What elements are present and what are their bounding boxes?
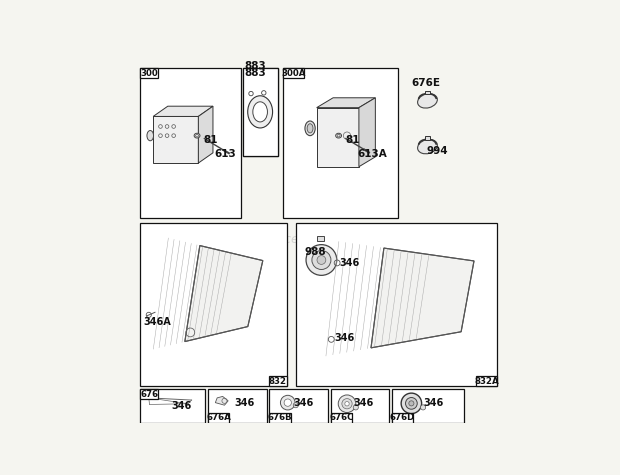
Circle shape: [401, 393, 422, 414]
Bar: [270, 412, 291, 423]
Polygon shape: [198, 106, 213, 163]
Circle shape: [249, 91, 253, 96]
Bar: [270, 389, 328, 423]
Ellipse shape: [305, 121, 315, 136]
Polygon shape: [317, 108, 359, 167]
Bar: [331, 412, 352, 423]
Circle shape: [405, 398, 417, 409]
Text: 613A: 613A: [357, 149, 387, 159]
Bar: [296, 223, 497, 386]
Text: 300A: 300A: [281, 68, 306, 77]
Text: 346A: 346A: [143, 317, 170, 327]
Ellipse shape: [335, 133, 342, 138]
Text: 300: 300: [141, 68, 158, 77]
Bar: [392, 412, 413, 423]
Circle shape: [284, 399, 291, 406]
Polygon shape: [371, 248, 474, 348]
Text: eReplacementParts.com: eReplacementParts.com: [241, 233, 394, 247]
Text: 346: 346: [293, 398, 313, 408]
Ellipse shape: [194, 133, 200, 138]
Circle shape: [420, 405, 426, 410]
Bar: [140, 389, 158, 399]
Text: 676A: 676A: [206, 413, 231, 422]
Bar: [283, 68, 398, 218]
Text: 883: 883: [244, 68, 266, 78]
Bar: [392, 389, 464, 423]
Ellipse shape: [248, 96, 273, 128]
Circle shape: [312, 250, 331, 269]
Polygon shape: [153, 106, 213, 116]
Polygon shape: [317, 236, 324, 241]
Circle shape: [409, 401, 414, 406]
Circle shape: [306, 245, 337, 276]
Bar: [283, 68, 304, 78]
Polygon shape: [185, 246, 263, 342]
Text: 346: 346: [340, 258, 360, 268]
Polygon shape: [317, 98, 375, 108]
Text: 81: 81: [203, 135, 218, 145]
Polygon shape: [359, 98, 375, 167]
Bar: [425, 91, 430, 95]
Circle shape: [345, 401, 349, 406]
Text: 346: 346: [172, 401, 192, 411]
Text: 81: 81: [345, 135, 360, 145]
Ellipse shape: [418, 139, 437, 154]
Bar: [140, 223, 286, 386]
Ellipse shape: [418, 94, 437, 108]
Circle shape: [280, 395, 295, 410]
Circle shape: [317, 256, 326, 265]
Bar: [243, 68, 278, 156]
Bar: [476, 376, 497, 386]
Text: 676: 676: [140, 390, 158, 399]
Circle shape: [262, 91, 266, 95]
Bar: [140, 389, 205, 423]
Bar: [208, 412, 229, 423]
Text: 676E: 676E: [412, 77, 441, 87]
Text: 832A: 832A: [474, 377, 498, 386]
Polygon shape: [215, 397, 228, 405]
Ellipse shape: [147, 131, 154, 141]
Circle shape: [339, 395, 356, 412]
Text: 832: 832: [268, 377, 286, 386]
Bar: [243, 68, 278, 156]
Text: 676C: 676C: [329, 413, 354, 422]
Text: 994: 994: [427, 146, 448, 156]
Text: 883: 883: [244, 60, 266, 70]
Bar: [208, 389, 267, 423]
Bar: [140, 68, 241, 218]
Bar: [331, 389, 389, 423]
Text: 676B: 676B: [268, 413, 293, 422]
Bar: [268, 376, 286, 386]
Bar: [140, 68, 158, 78]
Text: 988: 988: [304, 247, 326, 256]
Text: 346: 346: [424, 398, 444, 408]
Text: 346: 346: [334, 333, 355, 343]
Circle shape: [353, 405, 358, 410]
Ellipse shape: [253, 102, 267, 122]
Text: 613: 613: [215, 149, 236, 159]
Polygon shape: [153, 116, 198, 163]
Text: 676D: 676D: [389, 413, 415, 422]
Text: 346: 346: [353, 398, 374, 408]
Bar: [425, 136, 430, 140]
Circle shape: [342, 399, 352, 409]
Ellipse shape: [307, 124, 313, 133]
Text: 346: 346: [234, 398, 255, 408]
Circle shape: [293, 403, 298, 408]
